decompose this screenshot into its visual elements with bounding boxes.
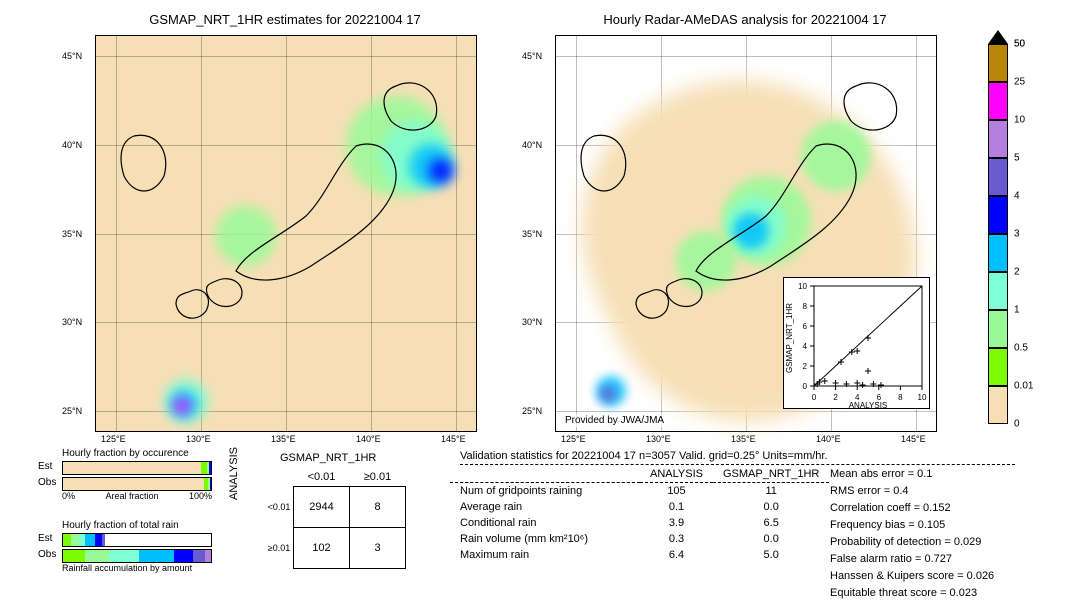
svg-text:10: 10 (918, 393, 927, 402)
map-attribution: Provided by JWA/JMA (562, 414, 667, 427)
stat-line: Frequency bias = 0.105 (830, 517, 994, 534)
est-label: Est (38, 533, 52, 544)
table-row: Average rain0.10.0 (450, 499, 829, 515)
stat-line: False alarm ratio = 0.727 (830, 551, 994, 568)
left-map-title: GSMAP_NRT_1HR estimates for 20221004 17 (115, 12, 455, 27)
stats-metrics: Mean abs error = 0.1RMS error = 0.4Corre… (830, 466, 994, 602)
left-map: 125°E130°E135°E140°E145°E25°N30°N35°N40°… (95, 35, 477, 432)
chart-title: Hourly fraction by occurence (62, 448, 212, 459)
right-map: 125°E130°E135°E140°E145°E25°N30°N35°N40°… (555, 35, 937, 432)
scatter-inset: 00224466881010ANALYSISGSMAP_NRT_1HR (783, 277, 930, 409)
svg-text:8: 8 (803, 302, 808, 311)
est-label: Est (38, 461, 52, 472)
table-row: Maximum rain6.45.0 (450, 547, 829, 563)
stat-line: Equitable threat score = 0.023 (830, 585, 994, 602)
chart-footer: Rainfall accumulation by amount (62, 563, 212, 573)
obs-bar (62, 549, 212, 563)
col-h2: ≥0.01 (350, 468, 406, 487)
contingency-matrix: <0.01≥0.01 <0.0129448 ≥0.011023 (265, 468, 406, 569)
table-row: Conditional rain3.96.5 (450, 515, 829, 531)
axis-right: 100% (189, 491, 212, 501)
svg-text:2: 2 (833, 393, 838, 402)
table-row: Num of gridpoints raining10511 (450, 483, 829, 500)
cell-11: 3 (350, 528, 406, 569)
stats-h2: GSMAP_NRT_1HR (713, 466, 829, 483)
stats-title: Validation statistics for 20221004 17 n=… (460, 450, 1015, 465)
axis-left: 0% (62, 491, 75, 501)
stat-line: Mean abs error = 0.1 (830, 466, 994, 483)
cell-01: 8 (350, 487, 406, 528)
obs-label: Obs (38, 477, 56, 488)
svg-text:0: 0 (812, 393, 817, 402)
obs-bar (62, 477, 212, 491)
stat-line: Probability of detection = 0.029 (830, 534, 994, 551)
svg-text:6: 6 (803, 322, 808, 331)
right-map-title: Hourly Radar-AMeDAS analysis for 2022100… (575, 12, 915, 27)
stats-h1: ANALYSIS (640, 466, 713, 483)
matrix-col-header: GSMAP_NRT_1HR (280, 452, 376, 464)
obs-label: Obs (38, 549, 56, 560)
svg-text:GSMAP_NRT_1HR: GSMAP_NRT_1HR (785, 303, 794, 373)
svg-text:2: 2 (803, 362, 808, 371)
hourly-total-chart: Hourly fraction of total rain Est Obs Ra… (62, 520, 212, 573)
table-row: Rain volume (mm km²10⁶)0.30.0 (450, 531, 829, 547)
matrix-row-header: ANALYSIS (228, 447, 240, 500)
stat-line: Hanssen & Kuipers score = 0.026 (830, 568, 994, 585)
stat-line: RMS error = 0.4 (830, 483, 994, 500)
svg-text:4: 4 (803, 342, 808, 351)
svg-text:ANALYSIS: ANALYSIS (849, 401, 888, 408)
chart-title: Hourly fraction of total rain (62, 520, 212, 531)
svg-text:8: 8 (898, 393, 903, 402)
svg-text:10: 10 (798, 282, 807, 291)
cell-00: 2944 (294, 487, 350, 528)
cell-10: 102 (294, 528, 350, 569)
row-h1: <0.01 (265, 487, 294, 528)
stat-line: Correlation coeff = 0.152 (830, 500, 994, 517)
row-h2: ≥0.01 (265, 528, 294, 569)
stats-h0 (450, 466, 640, 483)
stats-table: ANALYSIS GSMAP_NRT_1HR Num of gridpoints… (450, 466, 829, 563)
col-h1: <0.01 (294, 468, 350, 487)
svg-text:0: 0 (803, 382, 808, 391)
est-bar (62, 533, 212, 547)
axis-mid: Areal fraction (105, 491, 158, 501)
est-bar (62, 461, 212, 475)
hourly-occurrence-chart: Hourly fraction by occurence Est Obs 0% … (62, 448, 212, 501)
